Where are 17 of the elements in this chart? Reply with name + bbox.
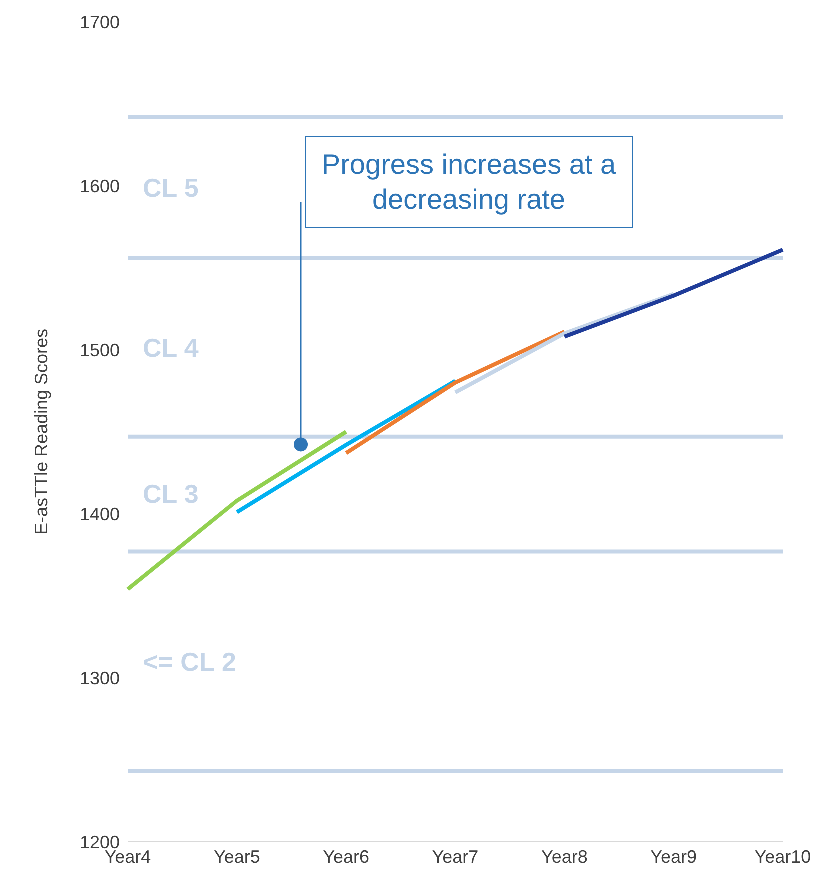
y-tick-label: 1600 — [80, 176, 120, 196]
y-tick-label: 1400 — [80, 504, 120, 524]
annotation: CL 3 — [143, 478, 199, 510]
y-tick-label: 1300 — [80, 668, 120, 688]
annotation: CL 5 — [143, 172, 199, 204]
y-tick-label: 1700 — [80, 12, 120, 32]
x-tick-label: Year10 — [754, 846, 812, 867]
y-tick-label: 1500 — [80, 340, 120, 360]
x-tick-label: Year9 — [650, 846, 698, 867]
x-tick-label: Year7 — [432, 846, 479, 867]
x-tick-label: Year6 — [323, 846, 370, 867]
annotation: CL 4 — [143, 332, 199, 364]
y-axis-title: E-asTTle Reading Scores — [31, 328, 52, 536]
annotation: Progress increases at a decreasing rate — [320, 148, 618, 217]
x-tick-label: Year5 — [214, 846, 260, 867]
x-tick-label: Year8 — [541, 846, 588, 867]
annotation: <= CL 2 — [143, 646, 236, 678]
